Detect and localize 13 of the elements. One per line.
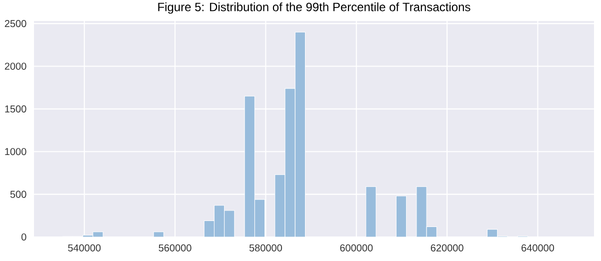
y-tick-label: 1000 (5, 148, 26, 156)
x-tick-label: 620000 (430, 244, 464, 252)
x-tick-label: 540000 (68, 244, 101, 252)
y-tick-label: 500 (10, 190, 26, 198)
chart-title: Figure 5: Distribution of the 99th Percentile of Transactions (158, 2, 470, 14)
y-tick-label: 2500 (4, 20, 26, 28)
x-tick-label: 580000 (249, 244, 282, 252)
y-tick-label: 1500 (5, 105, 26, 112)
x-tick-label: 560000 (158, 244, 192, 252)
x-tick-label: 600000 (340, 244, 373, 252)
y-tick-label: 2000 (4, 62, 26, 70)
x-tick-label: 640000 (522, 244, 554, 252)
y-tick-label: 0 (21, 233, 26, 241)
